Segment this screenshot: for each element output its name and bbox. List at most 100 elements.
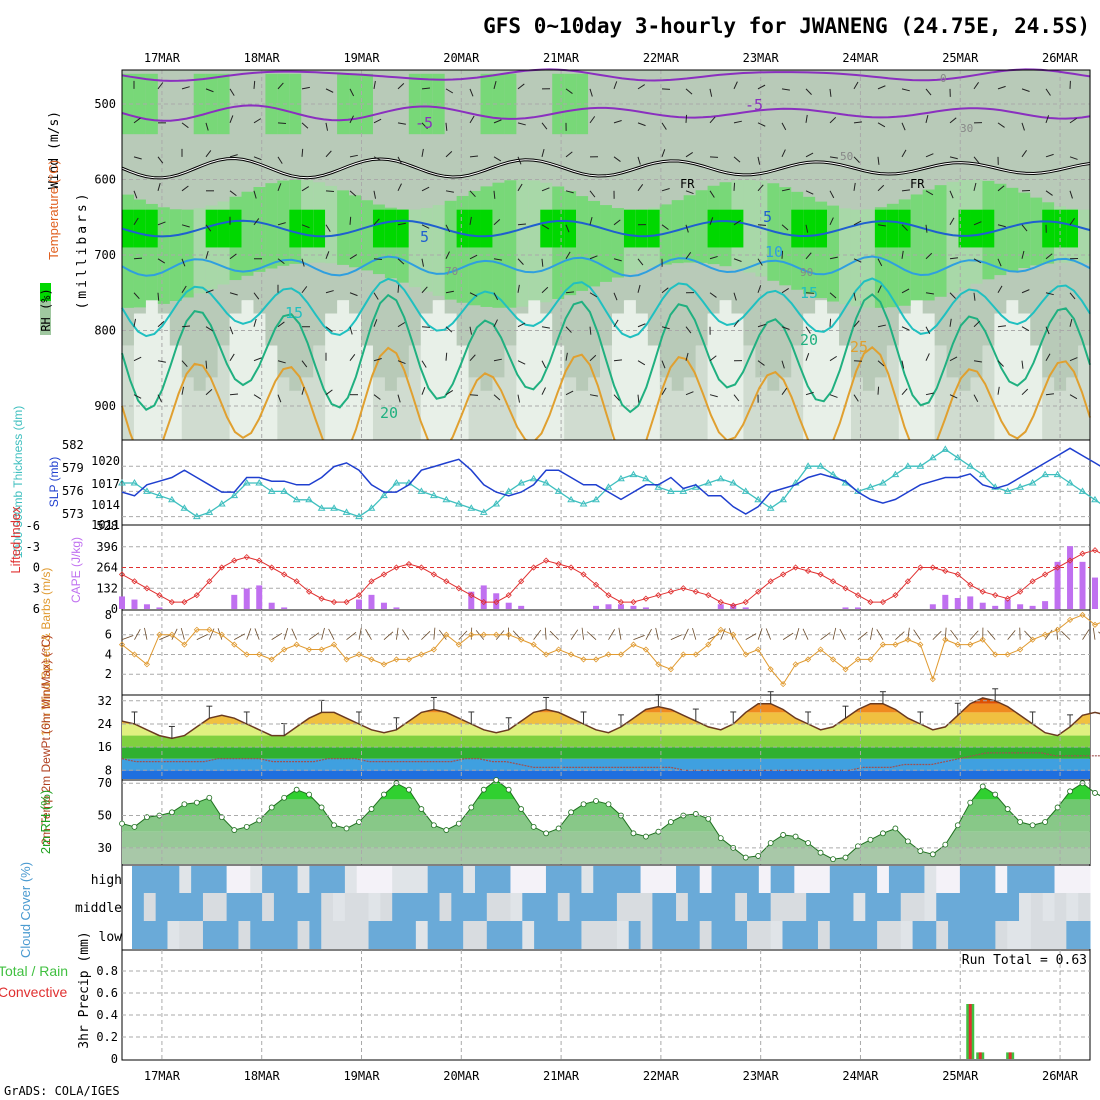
cloud-cover-cell: [593, 893, 606, 921]
temp2m-axis-label: 2m Temp 2m DewPt (6hr Min/Max) (°C): [39, 635, 53, 845]
wind-barb: [895, 631, 905, 640]
wind-barb: [325, 326, 333, 332]
temperature-contour-10: [121, 255, 1091, 278]
wind-barb: [877, 85, 886, 90]
lifted-index-marker: [156, 592, 163, 599]
wind-barb: [829, 292, 837, 299]
rh-marker: [842, 854, 849, 861]
cloud-cover-cell: [498, 921, 511, 949]
rh-shading-cell: [217, 209, 231, 248]
cloud-cover-cell: [936, 866, 949, 893]
rh-shading-cell: [540, 209, 553, 248]
wind-barb: [733, 292, 737, 301]
thickness-marker: [866, 483, 875, 490]
wind-barb: [901, 88, 910, 92]
thickness-marker: [679, 487, 688, 494]
wind-barb: [589, 216, 593, 225]
cloud-cover-cell: [333, 866, 346, 893]
wind-barb: [1069, 292, 1076, 300]
cape-bar: [243, 588, 250, 609]
wind-barb: [493, 81, 497, 90]
lifted-index-marker: [443, 578, 450, 585]
thickness-marker: [192, 512, 201, 520]
cloud-cover-cell: [735, 893, 748, 921]
rh-shading-cell: [1030, 345, 1043, 440]
rh-shading-cell: [265, 345, 278, 440]
lifted-index-marker: [592, 581, 600, 588]
rh-shading-cell: [779, 187, 792, 286]
rh-marker: [555, 825, 562, 832]
wind-barb: [301, 224, 310, 229]
wind-barb: [373, 358, 382, 362]
wind-speed-marker: [617, 651, 625, 658]
upper-air-y-axis: 500 600 700 800 900: [94, 97, 116, 413]
rh-shading-cell: [277, 377, 290, 440]
rh-shading-cell: [205, 209, 219, 248]
rh-marker: [805, 840, 811, 846]
wind-speed-marker: [755, 646, 762, 653]
cloud-cover-cell: [652, 893, 665, 921]
precip-tick-label: 0.8: [96, 964, 118, 978]
wind-barb: [469, 354, 476, 362]
cloud-cover-cell: [865, 893, 878, 921]
wind-barb: [180, 627, 185, 640]
rh-marker: [667, 819, 674, 825]
wind-barb: [853, 292, 857, 301]
lifted-index-marker: [318, 595, 325, 602]
cloud-cover-cell: [983, 921, 996, 949]
cloud-cover-cell: [545, 866, 559, 893]
wind-barb: [637, 84, 645, 90]
wind-barb: [1021, 122, 1025, 131]
thickness-marker: [916, 462, 925, 469]
rh-shading-cell: [193, 390, 207, 440]
cloud-cover-cell: [451, 866, 464, 893]
wind-barb: [397, 394, 401, 403]
wind-barb: [570, 629, 579, 640]
wind-barb: [997, 258, 1002, 267]
cape-bar: [380, 602, 387, 609]
thickness-marker: [1003, 487, 1012, 494]
lifted-index-marker: [368, 578, 375, 585]
rh-shading-cell: [647, 209, 661, 248]
cloud-cover-cell: [853, 893, 866, 921]
wind-barb: [308, 632, 320, 640]
rh-marker: [418, 806, 425, 812]
cape-bar: [967, 596, 974, 609]
wind-barb: [901, 326, 910, 331]
cloud-cover-cell: [238, 893, 251, 921]
cloud-cover-cell: [888, 866, 902, 893]
rh-shading-cell: [372, 377, 386, 440]
rh-shading-cell: [504, 345, 517, 440]
bottom-x-tick-label: 22MAR: [643, 1069, 680, 1083]
wind-barb: [325, 88, 334, 93]
wind-barb: [781, 122, 787, 131]
slp-tick-label: 1017: [91, 477, 120, 491]
wind-speed-marker: [805, 656, 812, 663]
wind-barb: [445, 251, 450, 259]
cloud-cover-cell: [167, 893, 180, 921]
top-x-tick-label: 23MAR: [743, 51, 780, 65]
thickness-marker: [155, 491, 164, 499]
wind-barb: [396, 627, 399, 640]
precip-convective-bar: [978, 1052, 982, 1059]
wind-barb: [637, 360, 646, 366]
cloud-cover-cell: [132, 866, 145, 893]
lifted-index-marker: [281, 571, 288, 578]
cloud-cover-cell: [1054, 921, 1067, 949]
cloud-cover-cell: [711, 893, 724, 921]
lifted-index-marker: [742, 599, 749, 606]
thickness-marker: [779, 495, 788, 503]
wind-barb: [1021, 360, 1024, 369]
rh-shading-cell: [396, 209, 410, 248]
wind-barb: [692, 628, 697, 640]
wind-barb: [277, 122, 287, 125]
cloud-cover-cell: [427, 866, 441, 893]
cloud-cover-cell: [262, 866, 275, 893]
cloud-cover-cell: [616, 866, 630, 893]
wind-barb: [637, 394, 640, 403]
wind-barb: [253, 394, 262, 400]
rh-shading-cell: [253, 187, 267, 272]
lifted-index-marker: [231, 557, 238, 564]
cape-bar: [256, 585, 263, 609]
wind-barb: [853, 121, 863, 124]
